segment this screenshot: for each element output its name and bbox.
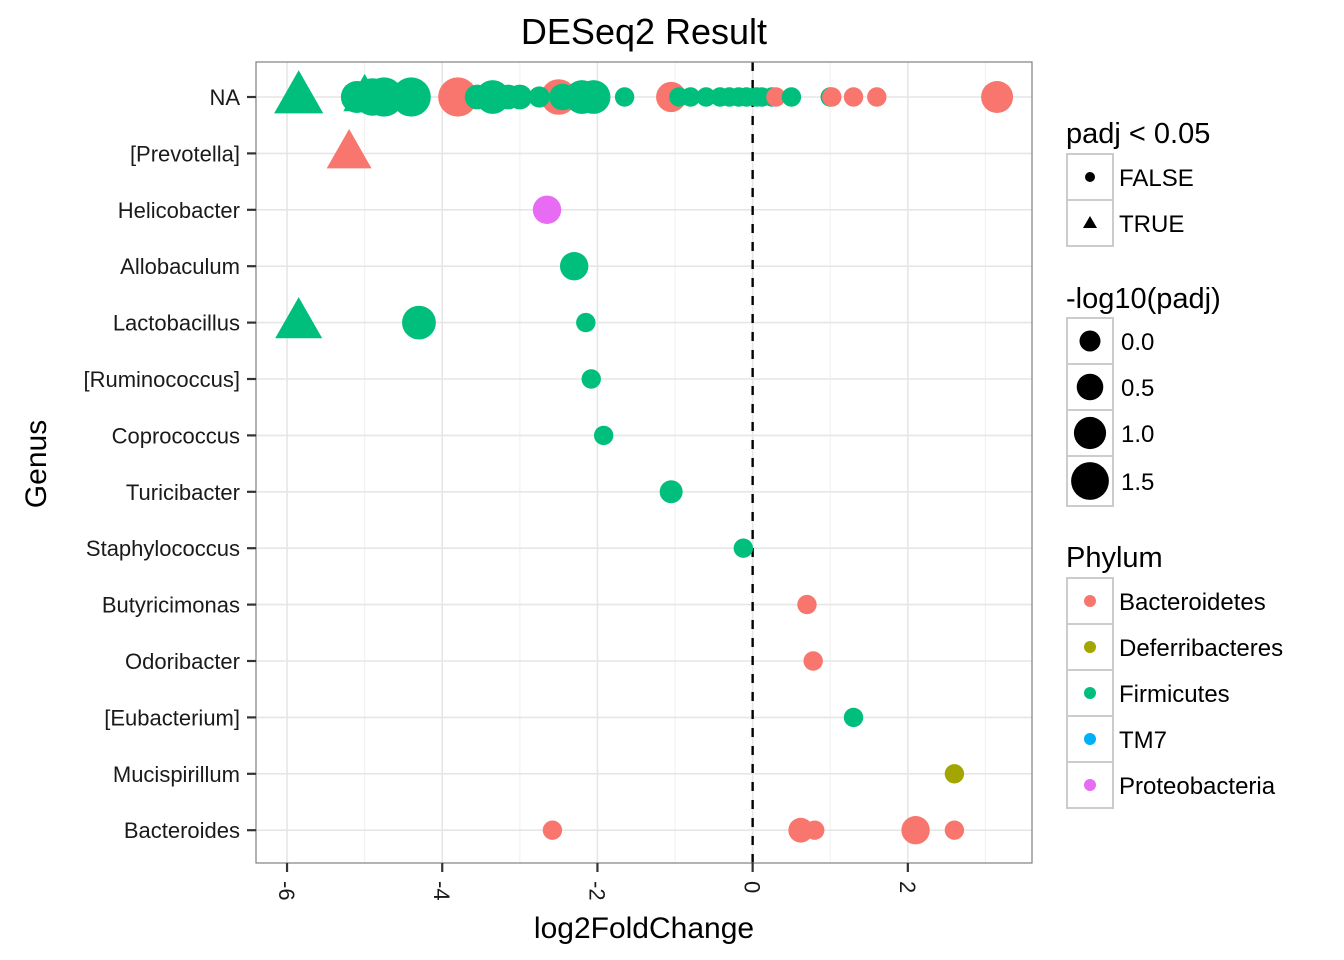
legend-label-shape: TRUE [1119, 211, 1184, 238]
legend-label-color: Firmicutes [1119, 681, 1230, 708]
data-point [805, 820, 825, 840]
legend-symbol-size [1071, 462, 1109, 500]
data-point [391, 77, 431, 117]
data-point [944, 764, 965, 784]
data-point [614, 87, 635, 107]
y-tick-label: Staphylococcus [86, 536, 240, 561]
legend-label-size: 0.0 [1121, 329, 1154, 356]
chart-title: DESeq2 Result [521, 11, 767, 52]
legend-shape-entries: FALSE TRUE [1066, 153, 1194, 247]
legend-title-shape: padj < 0.05 [1066, 118, 1210, 150]
x-tick-label: 0 [740, 881, 765, 893]
legend-color-entries: Bacteroidetes Deferribacteres Firmicutes TM… [1066, 577, 1283, 809]
data-point [340, 81, 373, 113]
data-point [402, 305, 436, 340]
data-point-triangle [326, 129, 372, 169]
panel-border [255, 61, 1033, 864]
y-tick-label: [Ruminococcus] [83, 367, 240, 392]
legend-symbol-color [1084, 641, 1096, 653]
plot-panel [255, 61, 1033, 864]
y-tick-label: [Eubacterium] [104, 705, 240, 730]
x-axis-title: log2FoldChange [534, 912, 754, 945]
legend-label-color: Bacteroidetes [1119, 589, 1266, 616]
data-point [733, 538, 754, 558]
y-tick-label: Lactobacillus [113, 311, 240, 336]
legend-symbol-size [1079, 330, 1101, 352]
data-point [788, 817, 814, 843]
y-tick-label: Coprococcus [112, 423, 240, 448]
legend-symbol-color [1084, 779, 1096, 791]
y-tick-label: Helicobacter [118, 198, 240, 223]
legend-symbol-size [1073, 416, 1107, 450]
legend-symbol-circle [1085, 172, 1095, 182]
y-tick-label: Bacteroides [124, 818, 240, 843]
data-point [843, 87, 864, 107]
data-point [766, 87, 786, 107]
data-point [867, 87, 887, 107]
data-point [680, 87, 701, 107]
x-tick-label: -2 [584, 881, 609, 901]
data-point [576, 312, 596, 333]
data-point [822, 87, 842, 107]
data-point-triangle [274, 70, 324, 114]
data-point [464, 84, 490, 110]
y-tick-label: NA [209, 85, 240, 110]
legend-symbol-size [1076, 373, 1104, 401]
x-tick-label: -4 [429, 881, 454, 901]
data-point [532, 195, 562, 224]
legend-size-entries: 0.0 0.5 1.0 1.5 [1066, 317, 1154, 507]
legend-title-color: Phylum [1066, 542, 1163, 574]
data-point [901, 816, 930, 845]
y-tick-label: Mucispirillum [113, 762, 240, 787]
data-point [549, 83, 576, 111]
legend-label-size: 0.5 [1121, 375, 1154, 402]
data-points [274, 70, 1014, 845]
data-point [438, 77, 478, 117]
y-axis: NA [Prevotella] Helicobacter Allobaculum Lac… [83, 85, 256, 843]
data-point [576, 80, 611, 114]
x-tick-label: 2 [895, 881, 920, 893]
y-tick-label: Allobaculum [120, 254, 240, 279]
data-point [696, 87, 716, 107]
legend-label-shape: FALSE [1119, 165, 1194, 192]
data-point [659, 480, 683, 504]
x-axis: -6 -4 -2 0 2 [274, 863, 920, 901]
data-point [593, 425, 614, 446]
y-tick-label: [Prevotella] [130, 141, 240, 166]
data-point [944, 820, 965, 840]
y-tick-label: Odoribacter [125, 649, 240, 674]
legend-symbol-triangle [1083, 216, 1097, 228]
data-point-triangle [275, 297, 323, 339]
legend-label-size: 1.5 [1121, 469, 1154, 496]
legend-symbol-color [1084, 733, 1096, 745]
y-tick-label: Turicibacter [126, 480, 240, 505]
legend-label-color: Deferribacteres [1119, 635, 1283, 662]
data-point [528, 86, 550, 108]
x-tick-label: -6 [274, 881, 299, 901]
legend-label-color: TM7 [1119, 727, 1167, 754]
legend-label-color: Proteobacteria [1119, 773, 1276, 800]
data-point [981, 81, 1014, 113]
data-point [797, 594, 817, 615]
y-tick-label: Butyricimonas [102, 593, 240, 618]
data-point [803, 651, 823, 671]
legend-symbol-color [1084, 595, 1096, 607]
data-point [542, 820, 563, 840]
legend-title-size: -log10(padj) [1066, 283, 1221, 315]
legend-label-size: 1.0 [1121, 421, 1154, 448]
grid-lines [256, 62, 1032, 863]
y-axis-title: Genus [20, 420, 53, 508]
data-point [559, 252, 589, 281]
data-point [781, 87, 802, 107]
legend-symbol-color [1084, 687, 1096, 699]
data-point [581, 369, 601, 389]
data-point [843, 707, 864, 728]
data-point [507, 84, 533, 110]
